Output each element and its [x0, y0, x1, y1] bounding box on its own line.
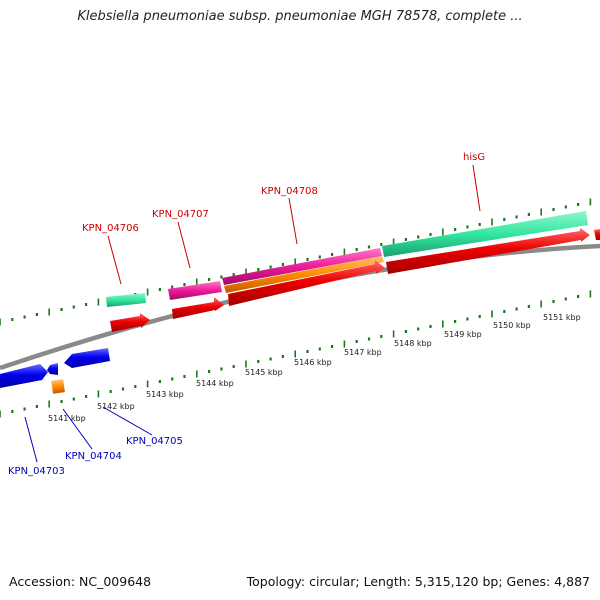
cds-arrow-kpn04706[interactable] — [110, 313, 150, 332]
gene-label-kpn04703[interactable]: KPN_04703 — [8, 466, 65, 477]
gene-feature-hisg[interactable] — [382, 211, 588, 257]
bp-label-5151: 5151 kbp — [543, 313, 581, 322]
bp-label-5142: 5142 kbp — [97, 402, 135, 411]
leader-line-kpn04703 — [24, 416, 38, 463]
gene-label-kpn04706[interactable]: KPN_04706 — [82, 223, 139, 234]
bp-label-5143: 5143 kbp — [146, 390, 184, 399]
cds-arrow-kpn04707[interactable] — [172, 297, 224, 319]
gene-label-kpn04707[interactable]: KPN_04707 — [152, 209, 209, 220]
gene-label-kpn04708[interactable]: KPN_04708 — [261, 186, 318, 197]
leader-line-kpn04708 — [288, 197, 298, 245]
bp-label-5150: 5150 kbp — [493, 321, 531, 330]
accession-text: Accession: NC_009648 — [9, 574, 152, 589]
orange-feature-kpn04704[interactable] — [51, 379, 65, 394]
gene-label-hisg[interactable]: hisG — [463, 152, 485, 163]
bp-label-5149: 5149 kbp — [444, 330, 482, 339]
map-title: Klebsiella pneumoniae subsp. pneumoniae … — [77, 9, 523, 24]
bp-label-5144: 5144 kbp — [196, 379, 234, 388]
orange-feature-kpn04708[interactable] — [224, 256, 384, 293]
cds-arrow-kpn04708[interactable] — [228, 260, 385, 306]
leader-line-kpn04704 — [62, 408, 93, 450]
bp-label-5148: 5148 kbp — [394, 339, 432, 348]
gene-feature-kpn04706[interactable] — [106, 293, 146, 307]
cds-arrow-kpn04704[interactable] — [47, 363, 58, 375]
cds-arrow-next[interactable] — [594, 229, 600, 240]
cds-arrow-kpn04705[interactable] — [64, 348, 110, 368]
gene-feature-kpn04708[interactable] — [222, 248, 382, 285]
genome-stats-text: Topology: circular; Length: 5,315,120 bp… — [246, 574, 590, 589]
cds-arrow-hisg[interactable] — [386, 228, 590, 274]
leader-line-kpn04707 — [177, 221, 191, 269]
leader-line-kpn04706 — [107, 235, 122, 285]
bp-label-5146: 5146 kbp — [294, 358, 332, 367]
gene-label-kpn04705[interactable]: KPN_04705 — [126, 436, 183, 447]
bp-label-5147: 5147 kbp — [344, 348, 382, 357]
bp-label-5141: 5141 kbp — [48, 414, 86, 423]
leader-line-hisg — [472, 164, 481, 212]
inner-tick-row — [0, 290, 592, 418]
outer-tick-row — [0, 198, 592, 326]
gene-label-kpn04704[interactable]: KPN_04704 — [65, 451, 122, 462]
bp-label-5145: 5145 kbp — [245, 368, 283, 377]
gene-feature-kpn04707[interactable] — [168, 281, 222, 300]
leader-line-kpn04705 — [102, 406, 153, 436]
cds-arrow-kpn04703[interactable] — [0, 364, 48, 388]
